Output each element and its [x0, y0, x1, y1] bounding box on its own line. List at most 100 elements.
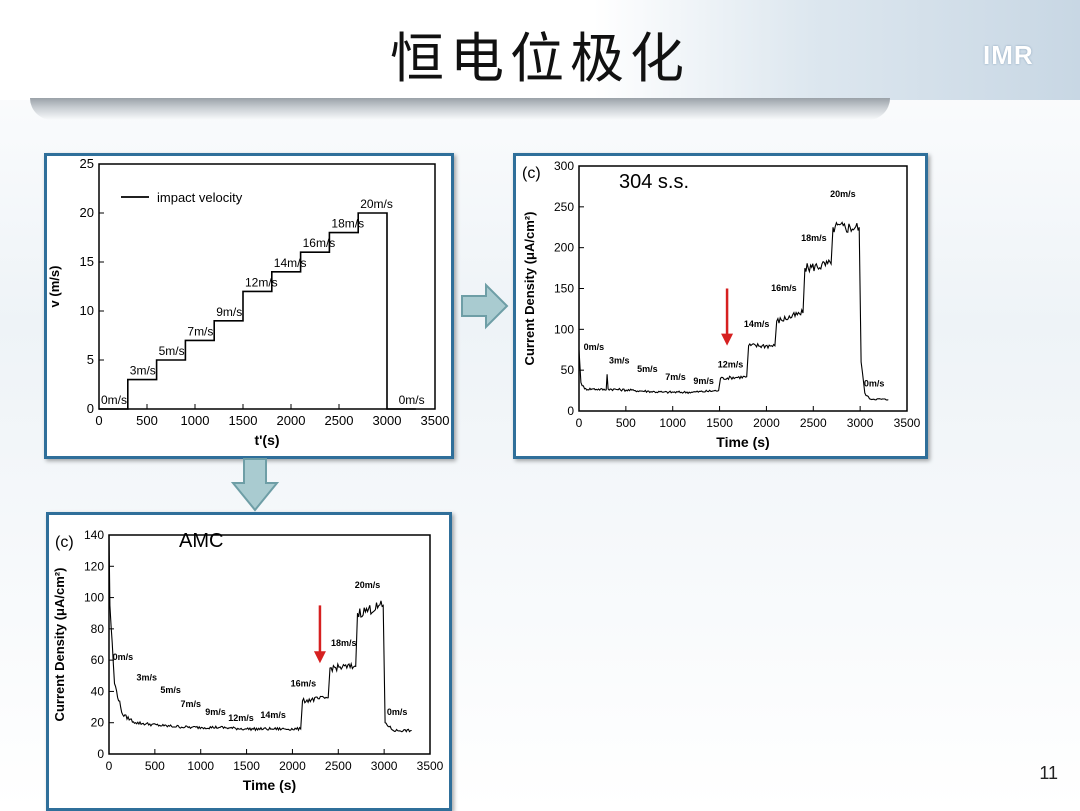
- velocity-annotation: 9m/s: [216, 305, 242, 319]
- y-tick-label: 200: [554, 241, 574, 255]
- series-line: [99, 212, 416, 410]
- velocity-annotation: 5m/s: [637, 364, 658, 374]
- velocity-annotation: 16m/s: [291, 679, 317, 689]
- y-axis-label: Current Density (μA/cm²): [52, 568, 67, 722]
- y-axis-label: Current Density (μA/cm²): [522, 212, 537, 366]
- x-axis-label: Time (s): [716, 434, 769, 450]
- x-tick-label: 2000: [753, 416, 780, 430]
- velocity-annotation: 12m/s: [228, 713, 254, 723]
- velocity-annotation: 3m/s: [137, 672, 158, 682]
- panel-label: (c): [522, 165, 541, 182]
- red-arrow-head-icon: [721, 333, 734, 346]
- x-tick-label: 0: [95, 413, 102, 428]
- y-tick-label: 150: [554, 282, 574, 296]
- velocity-annotation: 0m/s: [864, 379, 885, 389]
- velocity-annotation: 18m/s: [801, 233, 827, 243]
- plot-frame: [108, 534, 431, 755]
- x-tick-label: 500: [145, 759, 165, 773]
- title-band: [0, 0, 1080, 100]
- chart-title: AMC: [179, 530, 223, 552]
- y-axis-label: v (m/s): [47, 266, 62, 308]
- x-tick-label: 0: [106, 759, 113, 773]
- velocity-annotation: 20m/s: [355, 580, 381, 590]
- velocity-annotation: 9m/s: [205, 707, 226, 717]
- plot-frame: [98, 163, 436, 410]
- y-tick-label: 15: [80, 254, 94, 269]
- x-tick-label: 1000: [659, 416, 686, 430]
- velocity-annotation: 0m/s: [101, 393, 127, 407]
- x-axis-label: t'(s): [254, 432, 279, 448]
- x-tick-label: 0: [576, 416, 583, 430]
- velocity-annotation: 3m/s: [130, 364, 156, 378]
- velocity-annotation: 3m/s: [609, 356, 630, 366]
- y-tick-label: 80: [91, 622, 105, 636]
- y-tick-label: 120: [84, 559, 104, 573]
- y-tick-label: 50: [561, 363, 575, 377]
- chart-title: 304 s.s.: [619, 171, 689, 193]
- velocity-annotation: 0m/s: [113, 652, 134, 662]
- y-tick-label: 60: [91, 653, 105, 667]
- x-tick-label: 2000: [277, 413, 306, 428]
- velocity-annotation: 12m/s: [718, 360, 744, 370]
- x-tick-label: 500: [616, 416, 636, 430]
- velocity-annotation: 7m/s: [181, 699, 202, 709]
- x-axis-label: Time (s): [243, 777, 296, 793]
- velocity-annotation: 0m/s: [584, 342, 605, 352]
- x-tick-label: 1500: [706, 416, 733, 430]
- y-tick-label: 0: [567, 404, 574, 418]
- y-tick-label: 250: [554, 200, 574, 214]
- velocity-annotation: 5m/s: [160, 685, 181, 695]
- x-tick-label: 2000: [279, 759, 306, 773]
- y-tick-label: 10: [80, 303, 94, 318]
- velocity-annotation: 20m/s: [360, 197, 393, 211]
- slide-title: 恒电位极化: [390, 27, 690, 90]
- velocity-chart: 0 500 1000 1500 2000 2500 3000 3500 0 5 10 15 20 25 t'…: [47, 156, 450, 448]
- amc-chart: 0 500 1000 1500 2000 2500 3000 3500 0 20 40 60 80 100…: [52, 528, 444, 793]
- velocity-annotation: 7m/s: [665, 372, 686, 382]
- series-line: [578, 221, 889, 401]
- x-tick-label: 3500: [421, 413, 450, 428]
- y-tick-label: 40: [91, 684, 105, 698]
- y-tick-label: 20: [91, 716, 105, 730]
- y-tick-label: 0: [87, 401, 94, 416]
- velocity-annotation: 14m/s: [744, 319, 770, 329]
- x-tick-label: 1500: [233, 759, 260, 773]
- velocity-annotation: 0m/s: [387, 707, 408, 717]
- ss304-chart: 0 500 1000 1500 2000 2500 3000 3500 0 50 100 150 200…: [522, 159, 921, 450]
- velocity-annotation: 5m/s: [159, 344, 185, 358]
- y-tick-label: 140: [84, 528, 104, 542]
- x-tick-label: 3500: [417, 759, 444, 773]
- plot-frame: [578, 165, 908, 412]
- imr-logo: IMR: [983, 40, 1034, 70]
- down-arrow-icon: [230, 458, 280, 512]
- velocity-annotation: 12m/s: [245, 275, 278, 289]
- red-arrow-head-icon: [313, 651, 326, 664]
- velocity-annotation: 0m/s: [399, 393, 425, 407]
- x-tick-label: 2500: [800, 416, 827, 430]
- y-tick-label: 300: [554, 159, 574, 173]
- page-number: 11: [1039, 763, 1058, 783]
- ss304-chart-panel: 0 500 1000 1500 2000 2500 3000 3500 0 50 100 150 200…: [513, 153, 928, 459]
- x-tick-label: 2500: [325, 759, 352, 773]
- legend-label: impact velocity: [157, 190, 243, 205]
- velocity-annotation: 18m/s: [331, 638, 357, 648]
- x-tick-label: 3000: [371, 759, 398, 773]
- x-tick-label: 3000: [373, 413, 402, 428]
- velocity-annotation: 14m/s: [260, 710, 286, 720]
- velocity-annotation: 7m/s: [187, 324, 213, 338]
- amc-chart-panel: 0 500 1000 1500 2000 2500 3000 3500 0 20 40 60 80 100…: [46, 512, 452, 811]
- x-tick-label: 2500: [325, 413, 354, 428]
- panel-label: (c): [55, 534, 74, 551]
- velocity-annotation: 20m/s: [830, 189, 856, 199]
- velocity-annotation: 14m/s: [274, 256, 307, 270]
- velocity-annotation: 9m/s: [693, 376, 714, 386]
- velocity-chart-panel: 0 500 1000 1500 2000 2500 3000 3500 0 5 10 15 20 25 t'…: [44, 153, 454, 459]
- y-tick-label: 25: [80, 156, 94, 171]
- x-tick-label: 3000: [847, 416, 874, 430]
- y-tick-label: 5: [87, 352, 94, 367]
- title-shadow-bar: [30, 98, 890, 120]
- y-tick-label: 20: [80, 205, 94, 220]
- x-tick-label: 1000: [187, 759, 214, 773]
- right-arrow-icon: [461, 282, 509, 330]
- y-tick-label: 100: [84, 591, 104, 605]
